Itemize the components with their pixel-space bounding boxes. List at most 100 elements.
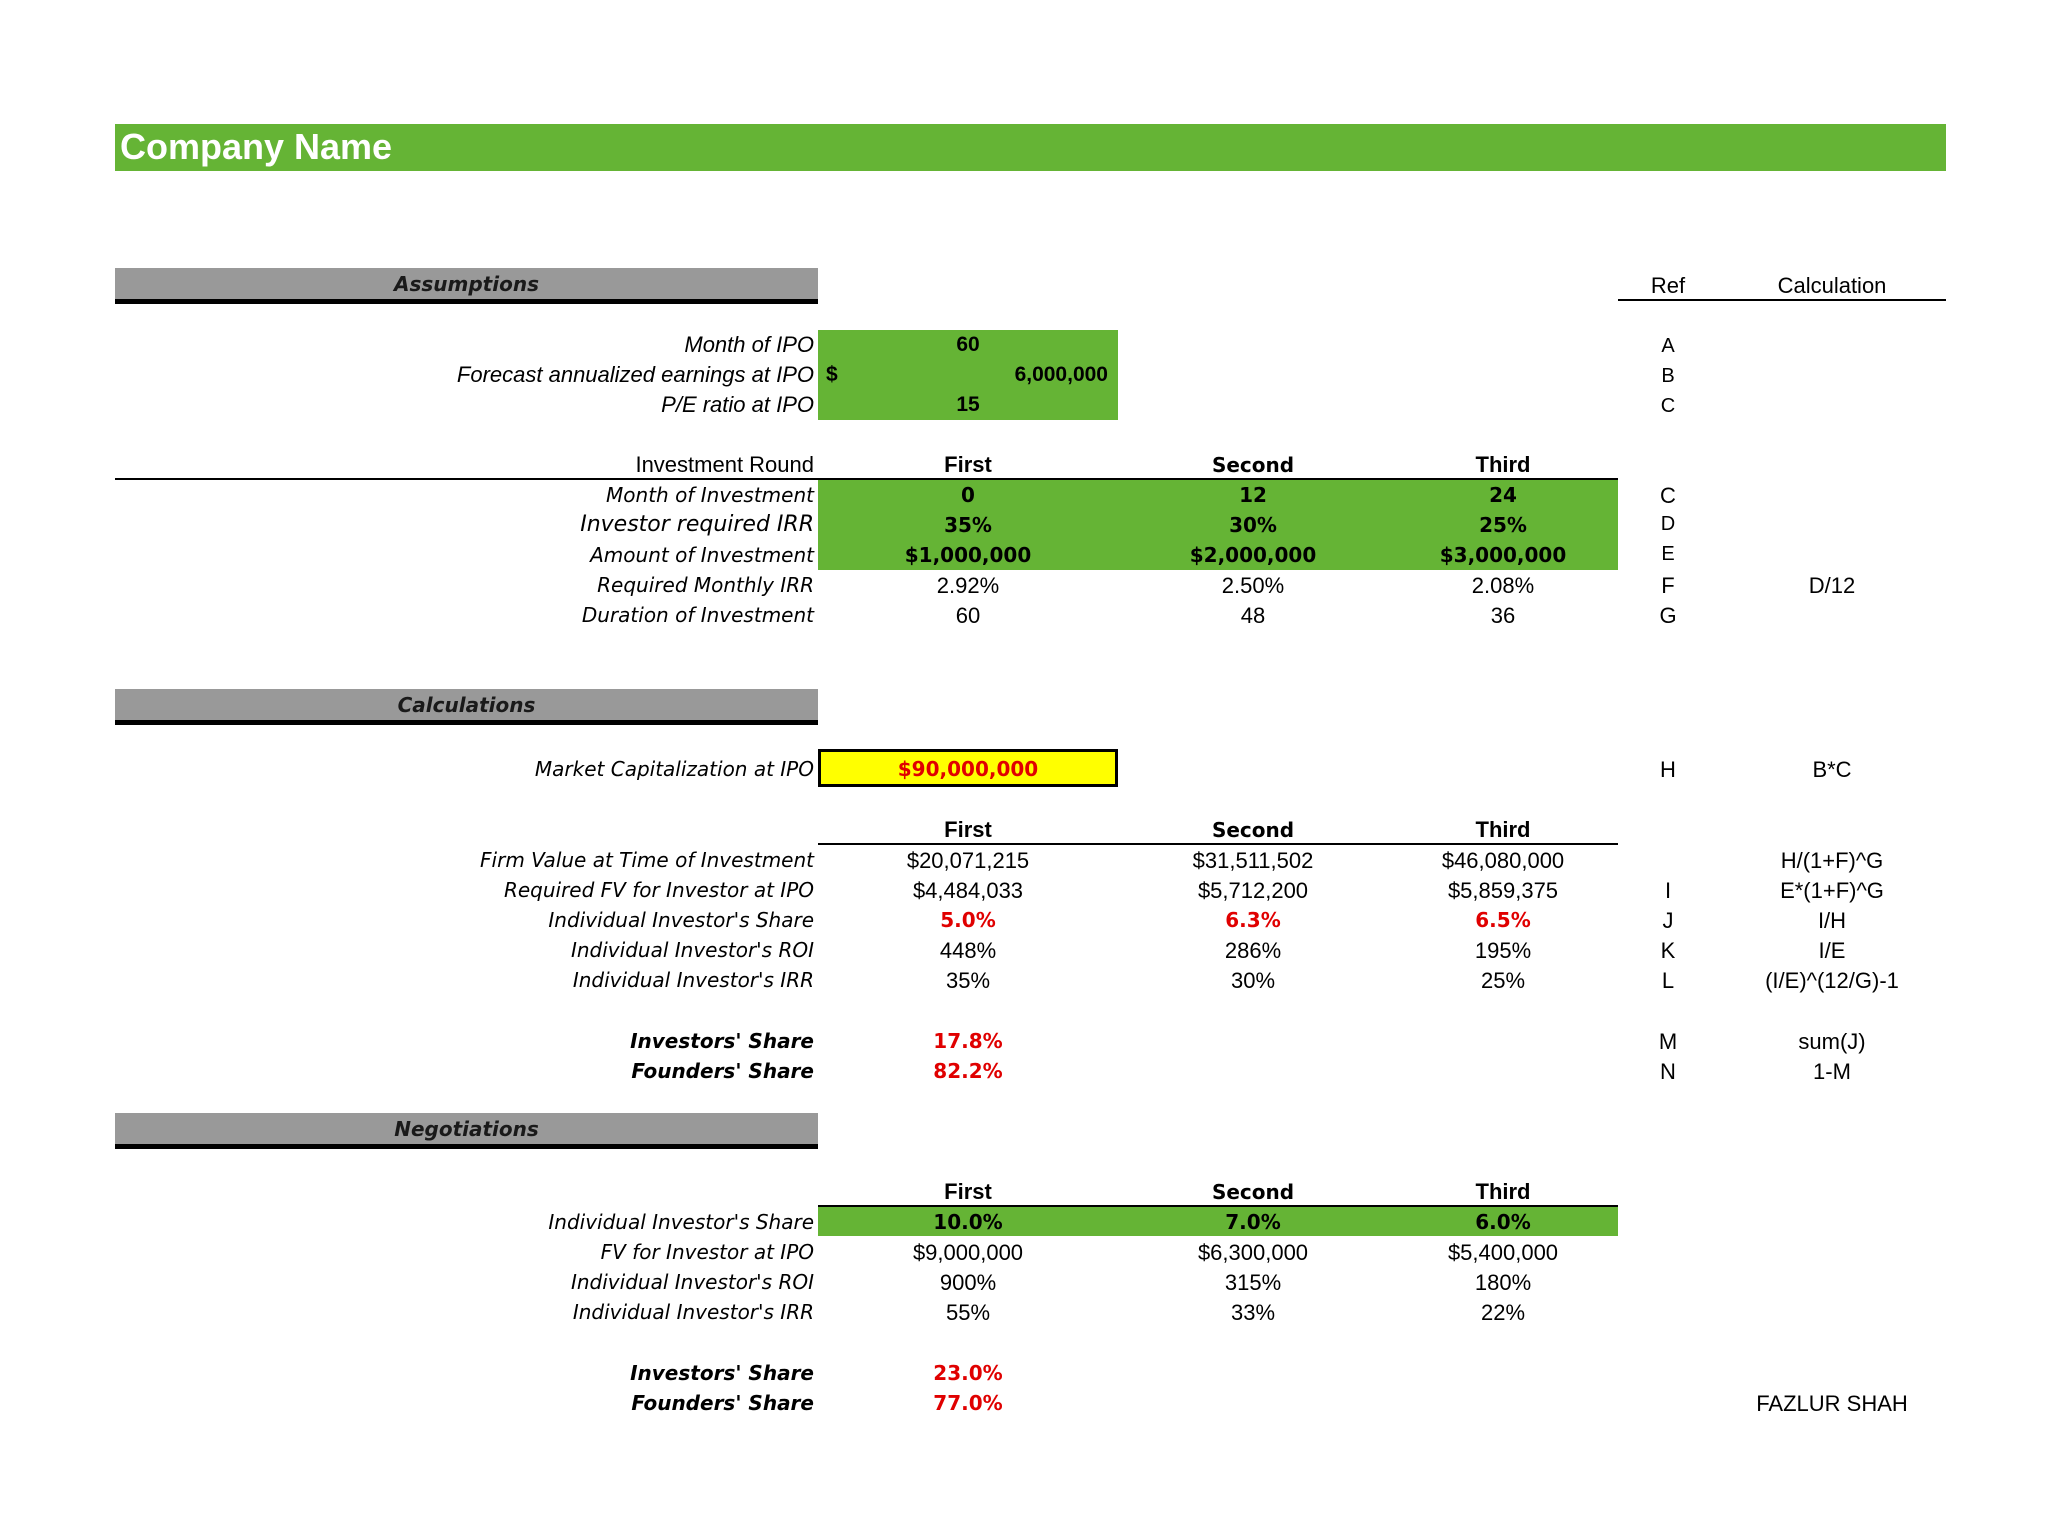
amount-investment-label: Amount of Investment (590, 543, 814, 567)
calc-firm-value: H/(1+F)^G (1780, 848, 1884, 873)
required-irr-first[interactable]: 35% (944, 513, 992, 537)
ref-h: H (1660, 757, 1676, 782)
share-first: 5.0% (940, 908, 996, 932)
irr-third: 25% (1480, 968, 1526, 993)
round-input-fill (818, 480, 1618, 570)
share-second: 6.3% (1225, 908, 1281, 932)
required-irr-second[interactable]: 30% (1229, 513, 1277, 537)
firm-value-first: $20,071,215 (906, 848, 1030, 873)
ref-l: L (1661, 968, 1675, 993)
neg-fv-label: FV for Investor at IPO (600, 1240, 814, 1264)
calc-header-third: Third (1475, 817, 1531, 842)
neg-share-label: Individual Investor's Share (548, 1210, 814, 1234)
ref-m: M (1658, 1029, 1678, 1054)
ref-i: I (1664, 878, 1672, 903)
investment-round-label: Investment Round (635, 452, 814, 477)
section-title: Calculations (397, 693, 536, 717)
ref-b: B (1661, 365, 1675, 387)
neg-fv-second: $6,300,000 (1197, 1240, 1309, 1265)
share-third: 6.5% (1475, 908, 1531, 932)
ref-j: J (1662, 908, 1674, 933)
calculation-header: Calculation (1777, 273, 1887, 298)
calc-j: I/H (1817, 908, 1847, 933)
month-ipo-value[interactable]: 60 (956, 333, 980, 356)
round-header-third: Third (1475, 452, 1531, 477)
duration-second: 48 (1240, 603, 1266, 628)
neg-founders-share-value: 77.0% (933, 1391, 1003, 1415)
ref-a: A (1661, 335, 1675, 357)
neg-fv-third: $5,400,000 (1447, 1240, 1559, 1265)
ref-g: G (1659, 603, 1677, 628)
month-ipo-label: Month of IPO (684, 332, 814, 357)
month-investment-third[interactable]: 24 (1489, 483, 1517, 507)
title-bar: Company Name (115, 124, 1946, 171)
required-fv-label: Required FV for Investor at IPO (503, 878, 814, 902)
amount-investment-second[interactable]: $2,000,000 (1189, 543, 1317, 567)
neg-founders-share-label: Founders' Share (631, 1391, 814, 1415)
neg-header-first: First (944, 1179, 992, 1204)
assumption-input-fill (818, 330, 1118, 420)
ref-c: C (1660, 395, 1676, 417)
roi-third: 195% (1474, 938, 1532, 963)
calc-m: sum(J) (1798, 1029, 1866, 1054)
founders-share-value: 82.2% (933, 1059, 1003, 1083)
market-cap-value: $90,000,000 (897, 757, 1039, 781)
ref-n: N (1660, 1059, 1676, 1084)
founders-share-label: Founders' Share (631, 1059, 814, 1083)
pe-label: P/E ratio at IPO (661, 392, 814, 417)
calc-k: I/E (1818, 938, 1846, 963)
ref-d: D (1660, 513, 1676, 535)
neg-roi-first: 900% (939, 1270, 997, 1295)
neg-header-underline (818, 1205, 1618, 1207)
market-cap-box (818, 749, 1118, 787)
firm-value-second: $31,511,502 (1192, 848, 1314, 873)
month-investment-first[interactable]: 0 (961, 483, 975, 507)
ref-header: Ref (1650, 273, 1686, 298)
irr-label: Individual Investor's IRR (572, 968, 814, 992)
neg-header-second: Second (1211, 1180, 1295, 1204)
ref-f: F (1661, 573, 1675, 598)
page-title: Company Name (120, 126, 393, 167)
monthly-irr-first: 2.92% (936, 573, 1000, 598)
neg-roi-label: Individual Investor's ROI (570, 1270, 814, 1294)
neg-share-third[interactable]: 6.0% (1475, 1210, 1531, 1234)
neg-share-first[interactable]: 10.0% (933, 1210, 1003, 1234)
required-fv-third: $5,859,375 (1447, 878, 1559, 903)
market-cap-label: Market Capitalization at IPO (534, 757, 814, 781)
pe-value[interactable]: 15 (956, 393, 980, 416)
monthly-irr-second: 2.50% (1221, 573, 1285, 598)
author-name: FAZLUR SHAH (1756, 1391, 1908, 1416)
amount-investment-third[interactable]: $3,000,000 (1439, 543, 1567, 567)
required-fv-first: $4,484,033 (912, 878, 1024, 903)
neg-share-second[interactable]: 7.0% (1225, 1210, 1281, 1234)
section-header-calculations: Calculations (115, 689, 818, 725)
calc-n: 1-M (1813, 1059, 1851, 1084)
investors-share-value: 17.8% (933, 1029, 1003, 1053)
firm-value-label: Firm Value at Time of Investment (480, 848, 814, 872)
neg-investors-share-value: 23.0% (933, 1361, 1003, 1385)
duration-first: 60 (955, 603, 981, 628)
duration-label: Duration of Investment (581, 603, 814, 627)
share-label: Individual Investor's Share (548, 908, 814, 932)
section-header-negotiations: Negotiations (115, 1113, 818, 1149)
calc-i: E*(1+F)^G (1780, 878, 1884, 903)
neg-irr-second: 33% (1230, 1300, 1276, 1325)
ref-c2: C (1660, 483, 1676, 508)
month-investment-second[interactable]: 12 (1239, 483, 1267, 507)
round-header-second: Second (1211, 453, 1295, 477)
irr-first: 35% (945, 968, 991, 993)
calc-h: B*C (1812, 757, 1852, 782)
roi-label: Individual Investor's ROI (570, 938, 814, 962)
roi-first: 448% (939, 938, 997, 963)
earnings-value[interactable]: 6,000,000 (1014, 363, 1108, 386)
amount-investment-first[interactable]: $1,000,000 (904, 543, 1032, 567)
firm-value-third: $46,080,000 (1441, 848, 1565, 873)
section-title: Negotiations (394, 1117, 539, 1141)
roi-second: 286% (1224, 938, 1282, 963)
required-fv-second: $5,712,200 (1197, 878, 1309, 903)
required-irr-label: Investor required IRR (580, 512, 814, 537)
month-investment-label: Month of Investment (606, 483, 814, 507)
required-irr-third[interactable]: 25% (1479, 513, 1527, 537)
calc-f: D/12 (1808, 573, 1856, 598)
neg-fv-first: $9,000,000 (912, 1240, 1024, 1265)
